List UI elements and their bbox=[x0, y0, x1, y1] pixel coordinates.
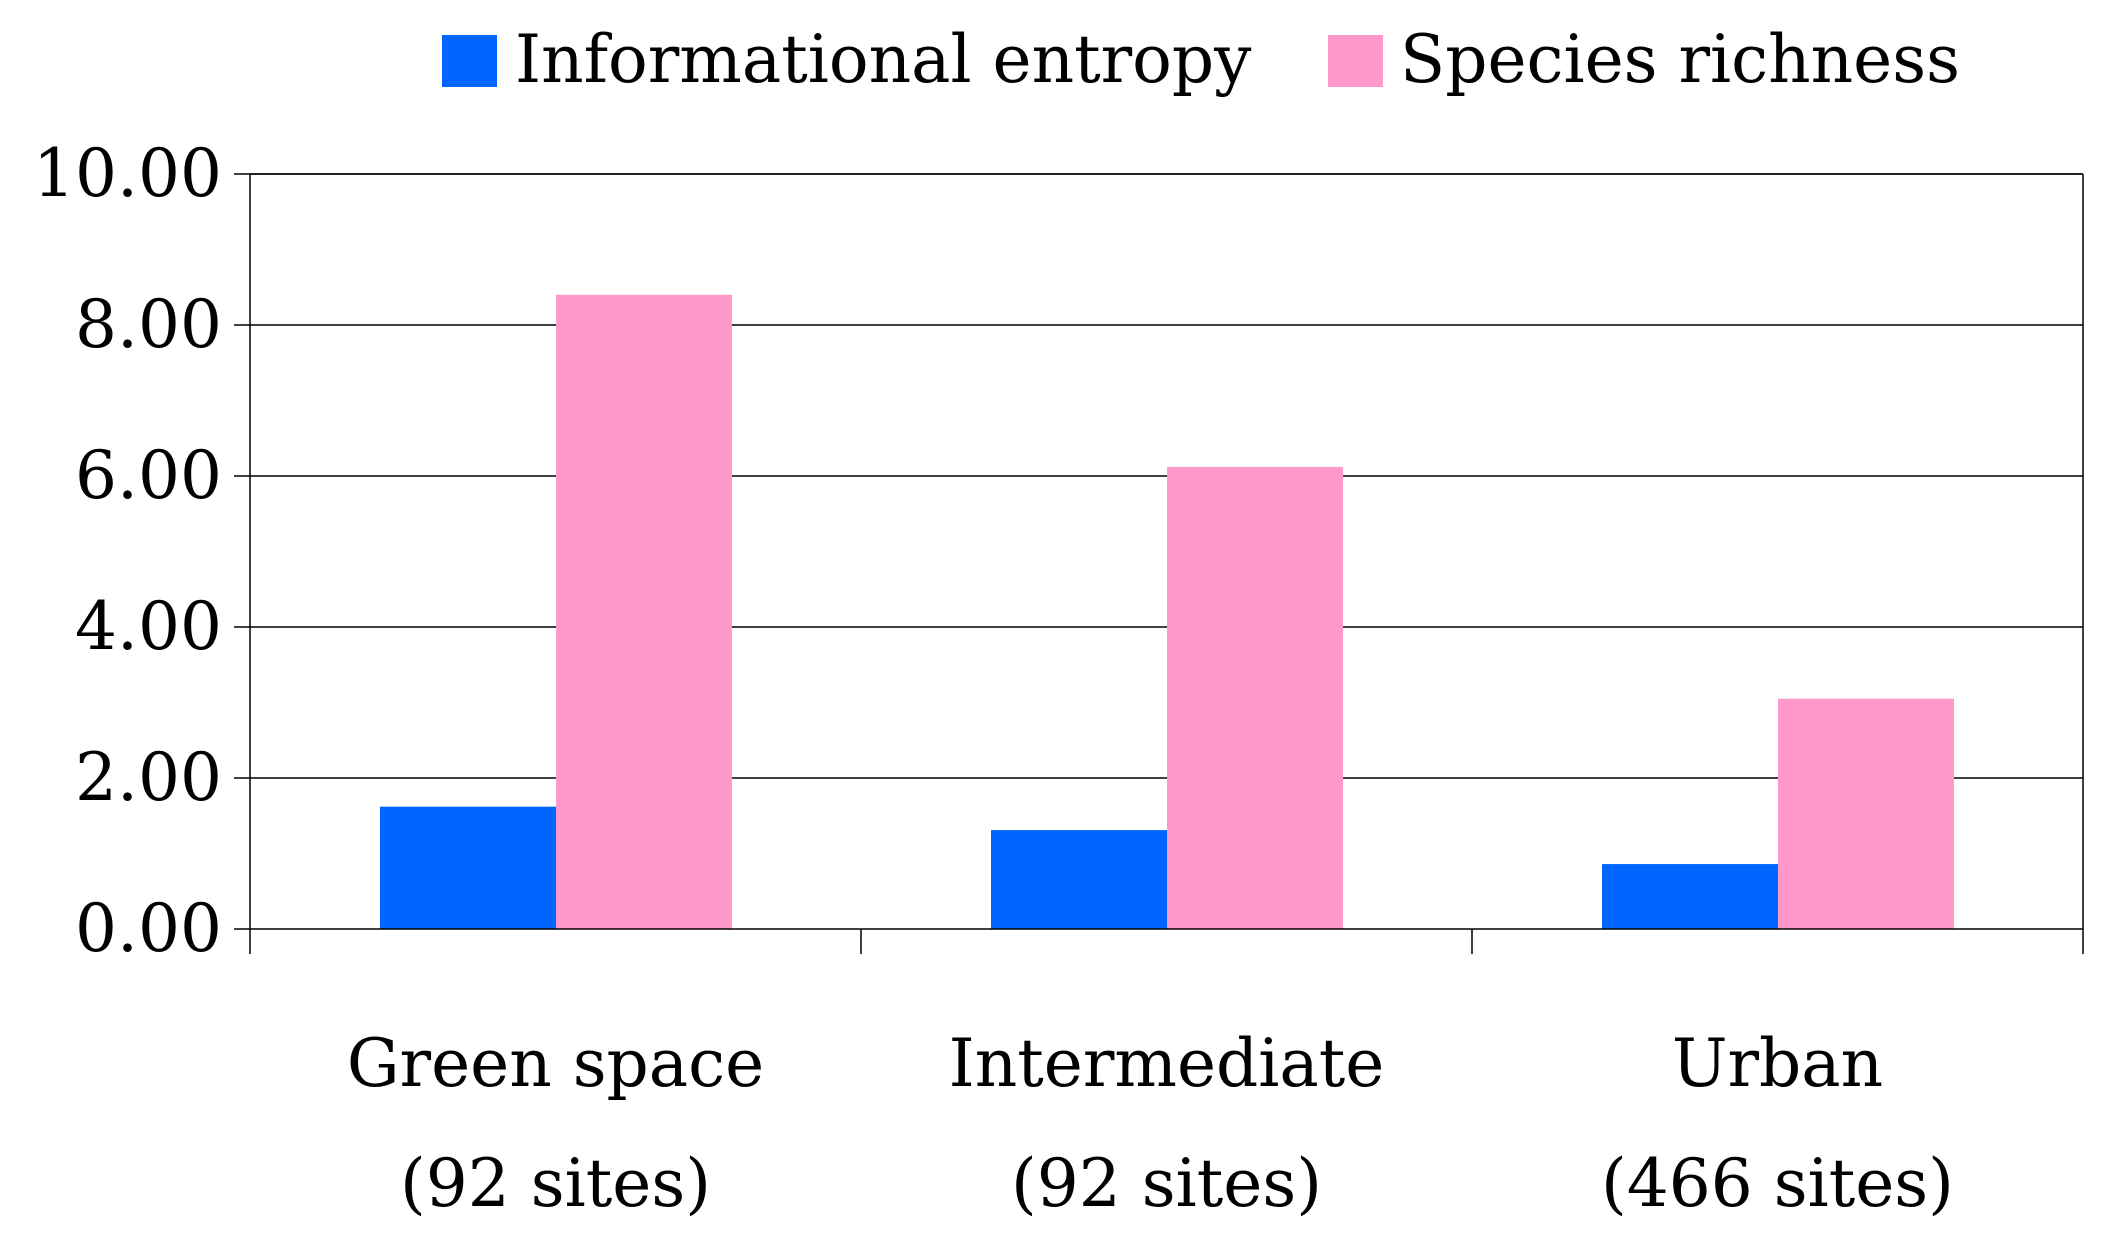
legend-label-informational-entropy: Informational entropy bbox=[515, 21, 1252, 98]
y-tick-label: 6.00 bbox=[75, 437, 222, 514]
y-tick-label: 10.00 bbox=[33, 135, 222, 212]
y-tick-label: 0.00 bbox=[75, 890, 222, 967]
y-tick-label: 4.00 bbox=[75, 588, 222, 665]
legend: Informational entropy Species richness bbox=[442, 21, 1960, 98]
category-sublabel: (92 sites) bbox=[400, 1145, 711, 1222]
category-label: Urban bbox=[1672, 1025, 1883, 1102]
legend-label-species-richness: Species richness bbox=[1400, 21, 1960, 98]
category-label: Intermediate bbox=[949, 1025, 1385, 1102]
category-sublabel: (92 sites) bbox=[1011, 1145, 1322, 1222]
bar-informational-entropy-2 bbox=[1602, 864, 1778, 929]
bar-species-richness-2 bbox=[1778, 698, 1954, 929]
legend-swatch-species-richness bbox=[1328, 35, 1383, 87]
axes bbox=[249, 173, 2084, 954]
bar-species-richness-1 bbox=[1167, 466, 1343, 929]
bars bbox=[380, 294, 1954, 929]
category-label: Green space bbox=[347, 1025, 764, 1102]
bar-species-richness-0 bbox=[556, 294, 732, 929]
y-axis-tick-labels: 0.00 2.00 4.00 6.00 8.00 10.00 bbox=[33, 135, 222, 967]
x-axis-category-labels: Green space (92 sites) Intermediate (92 sit… bbox=[347, 1025, 1954, 1222]
bar-informational-entropy-1 bbox=[991, 830, 1167, 929]
bar-informational-entropy-0 bbox=[380, 806, 556, 929]
legend-swatch-informational-entropy bbox=[442, 35, 497, 87]
y-tick-label: 2.00 bbox=[75, 739, 222, 816]
category-sublabel: (466 sites) bbox=[1601, 1145, 1954, 1222]
y-tick-label: 8.00 bbox=[75, 286, 222, 363]
